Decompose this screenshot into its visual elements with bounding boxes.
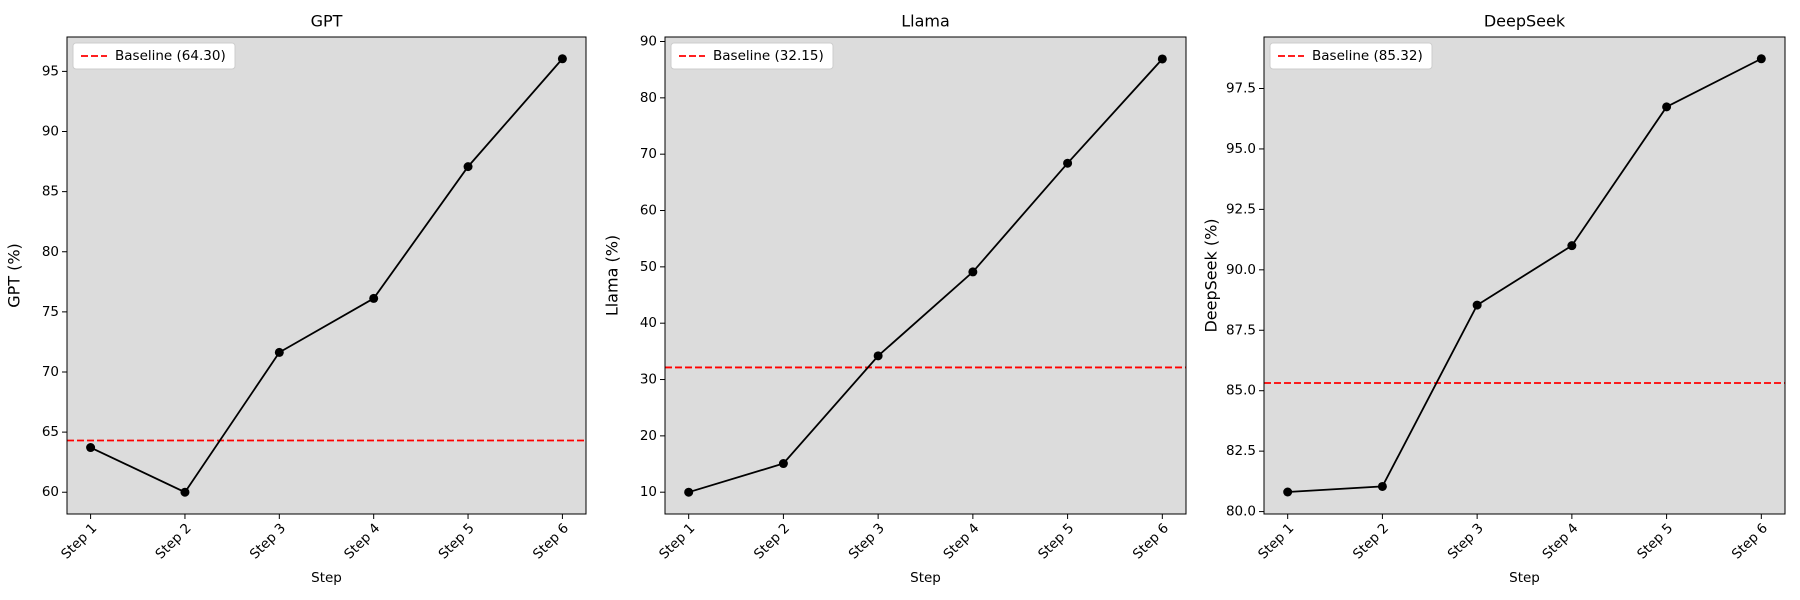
y-tick-label: 92.5 [1226,201,1256,217]
plot-area [67,37,586,514]
point [1377,481,1387,491]
y-tick-label: 50 [640,259,657,275]
y-tick-label: 70 [42,364,59,380]
point [1567,241,1577,251]
x-tick-label: Step 5 [436,520,478,562]
y-tick-label: 97.5 [1226,80,1256,96]
x-tick-label: Step 1 [1255,520,1297,562]
point [1283,487,1293,497]
y-axis-label: Llama (%) [603,235,622,316]
y-tick-label: 90.0 [1226,262,1256,278]
chart-title: GPT [311,12,343,31]
legend-label: Baseline (32.15) [713,48,824,64]
x-tick-label: Step 5 [1035,520,1077,562]
y-tick-label: 90 [42,124,59,140]
point [274,347,284,357]
point [180,487,190,497]
x-tick-label: Step 4 [1539,520,1581,562]
y-tick-label: 87.5 [1226,322,1256,338]
x-tick-label: Step 2 [751,520,793,562]
legend-label: Baseline (64.30) [115,48,226,64]
y-tick-label: 95 [42,63,59,79]
y-tick-label: 85.0 [1226,383,1256,399]
y-tick-label: 10 [640,484,657,500]
y-tick-label: 70 [640,146,657,162]
chart-title: Llama [901,12,950,31]
point [1063,158,1073,168]
plot-area [665,37,1186,514]
x-axis-label: Step [1509,570,1540,586]
point [1157,54,1167,64]
point [557,54,567,64]
y-tick-label: 82.5 [1226,443,1256,459]
x-tick-label: Step 1 [656,520,698,562]
point [1472,300,1482,310]
y-tick-label: 80 [42,244,59,260]
legend-box [72,42,236,70]
y-axis-label: DeepSeek (%) [1202,218,1221,332]
series-line [1287,57,1762,493]
x-tick-label: Step 5 [1634,520,1676,562]
point [1662,102,1672,112]
point [86,443,96,453]
point [684,487,694,497]
legend-label: Baseline (85.32) [1312,48,1423,64]
x-tick-label: Step 4 [341,520,383,562]
y-tick-label: 60 [42,484,59,500]
x-tick-label: Step 6 [1130,520,1172,562]
x-tick-label: Step 6 [530,520,572,562]
y-tick-label: 60 [640,203,657,219]
x-tick-label: Step 4 [940,520,982,562]
x-tick-label: Step 2 [1350,520,1392,562]
x-tick-label: Step 3 [846,520,888,562]
point [1756,54,1766,64]
y-tick-label: 20 [640,428,657,444]
x-tick-label: Step 6 [1729,520,1771,562]
x-tick-label: Step 3 [1445,520,1487,562]
y-tick-label: 80 [640,90,657,106]
series-line [688,58,1163,494]
y-tick-label: 30 [640,372,657,388]
x-tick-label: Step 3 [247,520,289,562]
x-tick-label: Step 1 [58,520,100,562]
y-tick-label: 80.0 [1226,504,1256,520]
point [873,351,883,361]
legend-box [670,42,834,70]
x-axis-label: Step [910,570,941,586]
plot-frame [1263,36,1786,515]
plot-frame [664,36,1187,515]
y-tick-label: 65 [42,424,59,440]
y-tick-label: 40 [640,315,657,331]
plot-frame [66,36,587,515]
y-axis-label: GPT (%) [5,243,24,308]
point [968,267,978,277]
point [778,459,788,469]
y-tick-label: 90 [640,34,657,50]
point [463,162,473,172]
chart-title: DeepSeek [1484,12,1566,31]
legend-box [1269,42,1433,70]
y-tick-label: 75 [42,304,59,320]
x-tick-label: Step 2 [152,520,194,562]
point [369,293,379,303]
series-line [90,58,564,494]
y-tick-label: 85 [42,184,59,200]
x-axis-label: Step [311,570,342,586]
y-tick-label: 95.0 [1226,141,1256,157]
